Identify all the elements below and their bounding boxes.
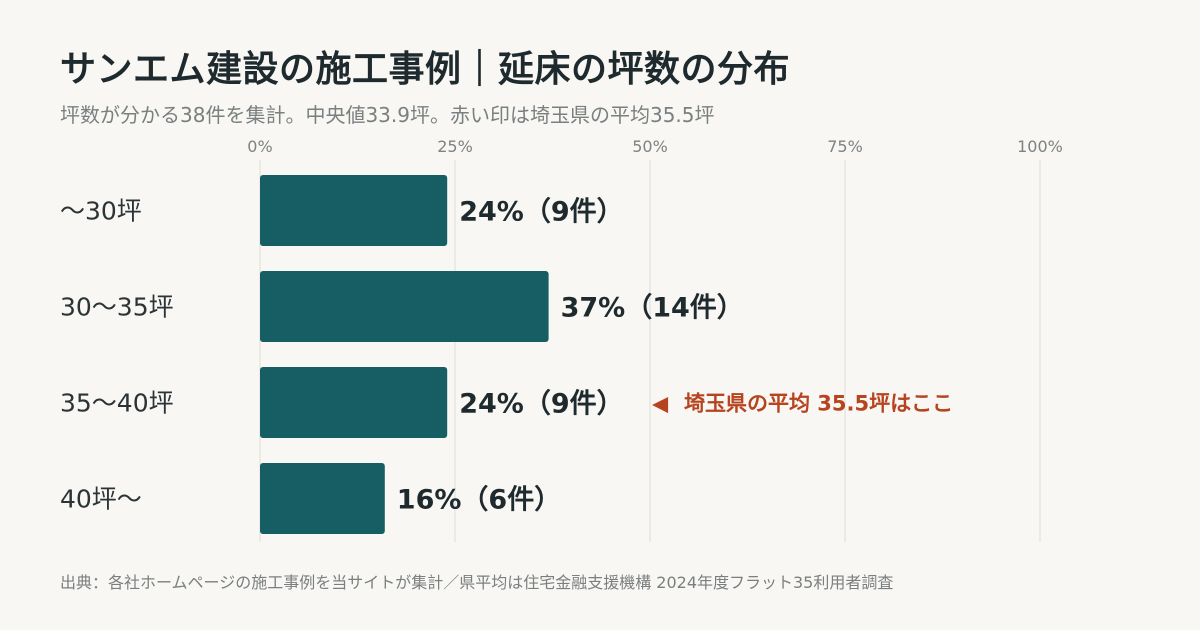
x-tick-label: 25% [437, 137, 473, 156]
x-tick-label: 100% [1017, 137, 1063, 156]
bars [260, 175, 549, 534]
category-label: 40坪〜 [60, 485, 142, 514]
chart-title: サンエム建設の施工事例｜延床の坪数の分布 [60, 49, 791, 90]
data-label: 16%（6件） [397, 485, 561, 516]
x-tick-label: 50% [632, 137, 668, 156]
bar [260, 463, 385, 534]
data-label: 37%（14件） [561, 293, 744, 324]
annotation-marker-icon: ◀ [652, 392, 669, 416]
category-label: 〜30坪 [60, 197, 142, 226]
bar [260, 367, 448, 438]
labels: 〜30坪 24%（9件） 30〜35坪 37%（14件） 35〜40坪 24%（9件） 40… [60, 197, 744, 516]
chart-subtitle: 坪数が分かる38件を集計。中央値33.9坪。赤い印は埼玉県の平均35.5坪 [60, 103, 715, 127]
x-tick-label: 75% [827, 137, 863, 156]
data-label: 24%（9件） [459, 389, 623, 420]
annotation: ◀ 埼玉県の平均 35.5坪はここ [652, 392, 953, 416]
annotation-text: 埼玉県の平均 35.5坪はここ [684, 392, 953, 416]
x-axis-ticks: 0% 25% 50% 75% 100% [247, 137, 1063, 156]
x-tick-label: 0% [247, 137, 272, 156]
category-label: 35〜40坪 [60, 389, 174, 418]
bar [260, 175, 448, 246]
source-note: 出典：各社ホームページの施工事例を当サイトが集計／県平均は住宅金融支援機構 20… [60, 573, 894, 592]
category-label: 30〜35坪 [60, 293, 174, 322]
data-label: 24%（9件） [459, 197, 623, 228]
bar [260, 271, 549, 342]
